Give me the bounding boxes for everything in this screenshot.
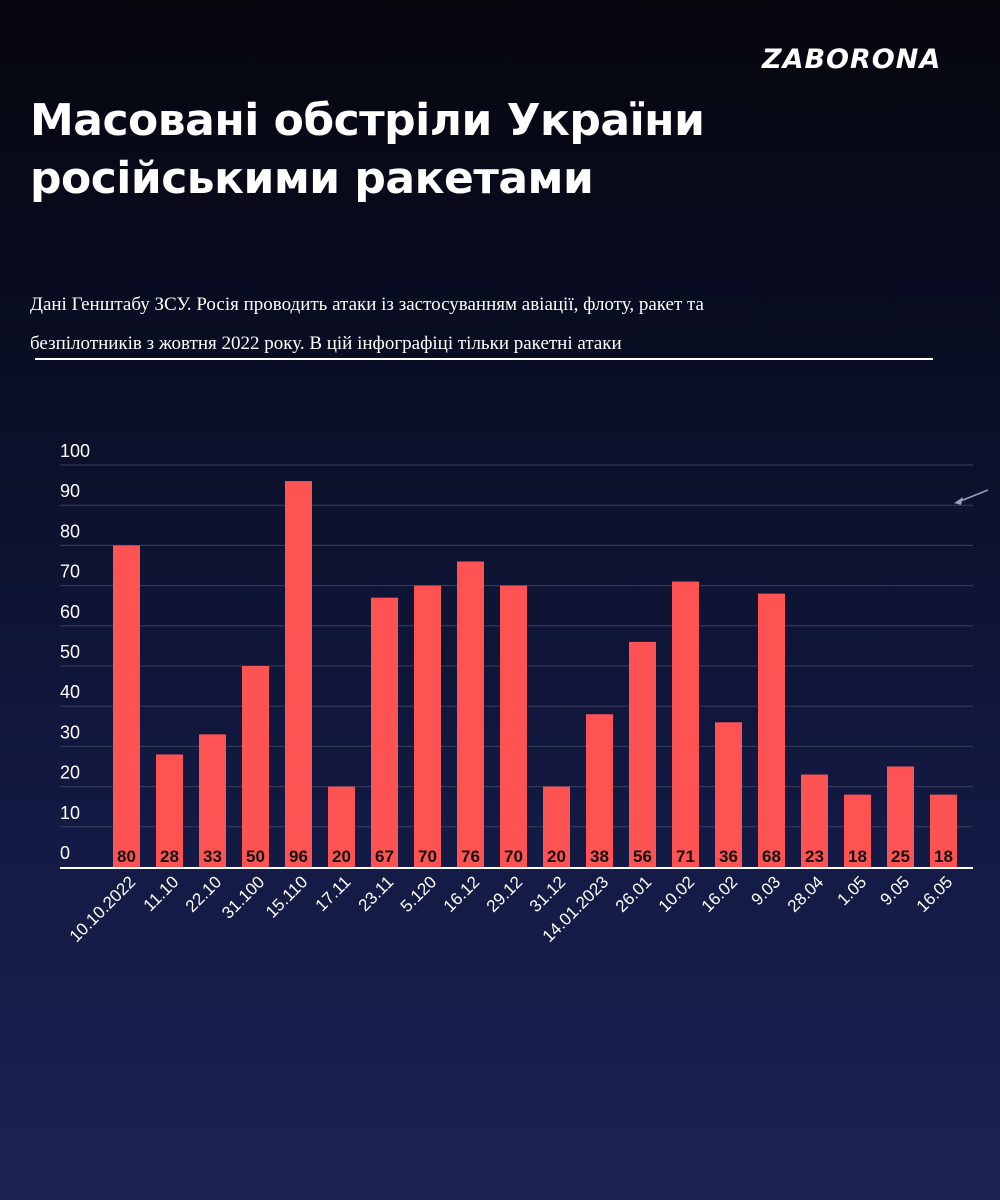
subtitle-line-1: Дані Генштабу ЗСУ. Росія проводить атаки… [30,294,704,315]
bar-value-label: 33 [203,847,222,866]
bar-value-label: 56 [633,847,652,866]
y-tick-label: 0 [60,843,70,863]
y-tick-label: 90 [60,481,80,501]
title-line-2: російськими ракетами [30,153,594,204]
subtitle-line-2: безпілотників з жовтня 2022 року. В цій … [30,333,622,354]
bar [156,754,183,867]
x-tick-label: 15.110 [262,872,311,921]
bar [113,545,140,867]
bar [801,774,828,867]
y-tick-label: 20 [60,763,80,783]
page-title: Масовані обстріли України російськими ра… [30,92,830,208]
y-tick-label: 100 [60,441,90,461]
bar [887,766,914,867]
y-tick-label: 60 [60,602,80,622]
bar [586,714,613,867]
x-tick-label: 31.100 [218,872,268,922]
x-tick-label: 16.12 [440,872,484,916]
bar [672,581,699,867]
x-tick-label: 5.120 [397,872,441,916]
bar [930,794,957,867]
bar-value-label: 68 [762,847,781,866]
bar-value-label: 96 [289,847,308,866]
pointer-arrow-icon [957,489,989,503]
bar [242,666,269,867]
x-tick-label: 1.05 [833,872,870,909]
bar [414,585,441,867]
bar-value-label: 18 [848,847,867,866]
x-tick-label: 9.05 [876,872,913,909]
bar-value-label: 80 [117,847,136,866]
bar-value-label: 70 [418,847,437,866]
x-tick-label: 10.10.2022 [66,872,140,946]
y-axis-labels: 0 10 20 30 40 50 60 70 80 90 100 [60,441,90,863]
y-tick-label: 80 [60,521,80,541]
x-tick-label: 11.10 [140,872,183,915]
title-line-1: Масовані обстріли України [30,95,705,146]
bar [543,786,570,867]
x-tick-label: 10.02 [655,872,699,916]
bar [758,593,785,867]
y-tick-label: 40 [60,682,80,702]
x-tick-label: 29.12 [483,872,527,916]
pointer-arrow-head-icon [954,497,963,505]
y-tick-label: 10 [60,803,80,823]
bar [285,481,312,867]
bar-value-label: 70 [504,847,523,866]
bar [371,597,398,867]
bar-value-label: 76 [461,847,480,866]
bars: 80 28 33 50 96 20 67 70 76 70 20 38 56 71 36 68 23 18 25 18 [113,481,957,867]
bar-value-label: 23 [805,847,824,866]
x-tick-label: 16.02 [698,872,742,916]
bar [629,641,656,867]
bar-value-label: 25 [891,847,910,866]
bar-value-label: 28 [160,847,179,866]
bar [328,786,355,867]
bar-value-label: 67 [375,847,394,866]
header-divider [35,358,933,360]
bar-value-label: 71 [676,847,695,866]
bar [457,561,484,867]
bar-value-label: 20 [547,847,566,866]
y-tick-label: 70 [60,562,80,582]
subtitle: Дані Генштабу ЗСУ. Росія проводить атаки… [30,285,910,363]
bar-value-label: 20 [332,847,351,866]
x-tick-label: 26.01 [612,872,656,916]
bar [500,585,527,867]
y-tick-label: 30 [60,722,80,742]
bar-chart: 80 28 33 50 96 20 67 70 76 70 20 38 56 71 36 68 23 18 25 18… [60,441,989,946]
bar-value-label: 18 [934,847,953,866]
x-tick-label: 17.11 [312,872,355,915]
bar-value-label: 50 [246,847,265,866]
bar-value-label: 38 [590,847,609,866]
y-tick-label: 50 [60,642,80,662]
x-tick-label: 23.11 [355,872,398,915]
bar [844,794,871,867]
x-tick-label: 9.03 [747,872,784,909]
x-tick-label: 28.04 [784,872,828,916]
bar [715,722,742,867]
x-tick-label: 16.05 [913,872,957,916]
bar [199,734,226,867]
decor [954,489,989,505]
bar-value-label: 36 [719,847,738,866]
zaborona-logo: ZABORONA [762,44,942,75]
